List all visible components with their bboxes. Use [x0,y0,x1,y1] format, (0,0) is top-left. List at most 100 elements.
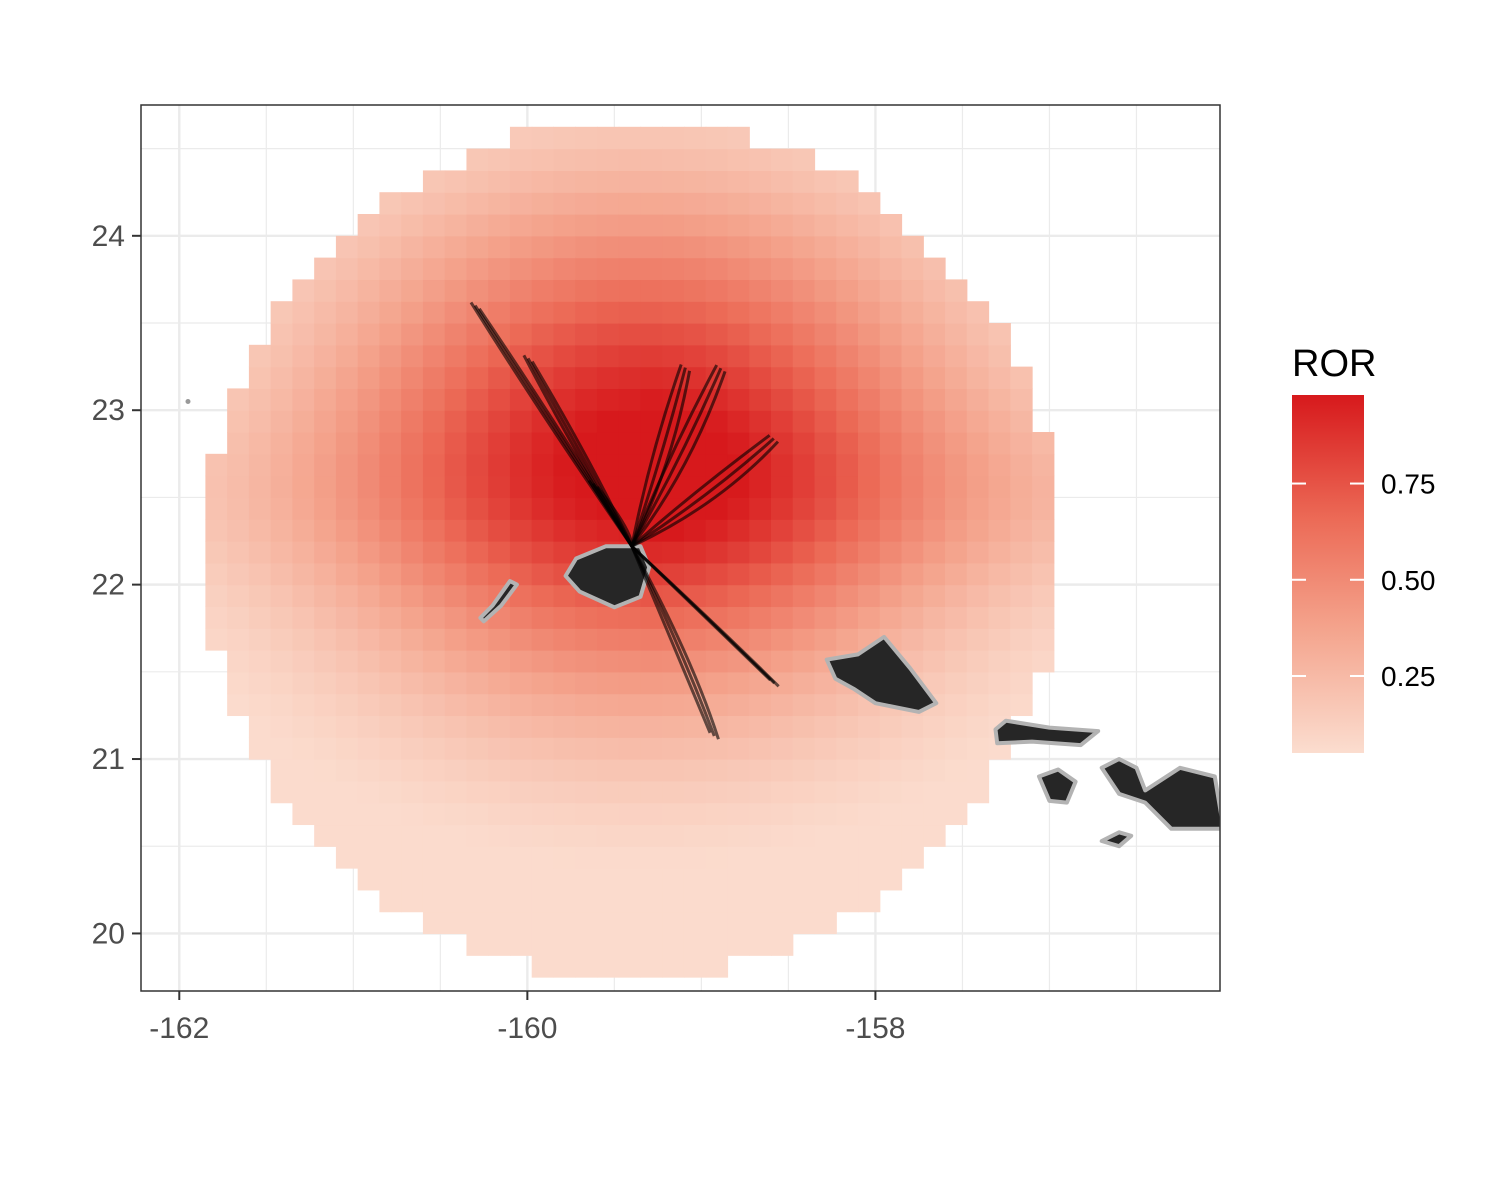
raster-cell [379,802,402,826]
raster-cell [749,344,772,368]
raster-cell [792,628,816,651]
raster-cell [683,279,707,302]
raster-cell [227,584,250,608]
raster-cell [357,475,381,499]
raster-cell [596,148,620,172]
raster-cell [727,519,750,542]
raster-cell [749,846,772,869]
raster-cell [836,715,859,738]
raster-cell [792,759,816,782]
raster-cell [792,737,816,760]
raster-cell [401,650,424,673]
raster-cell [270,780,294,804]
raster-cell [727,693,750,717]
raster-cell [640,235,663,259]
raster-cell [945,671,968,695]
raster-cell [749,889,772,913]
raster-cell [488,148,511,172]
raster-cell [553,911,576,935]
raster-cell [227,606,250,629]
raster-cell [640,170,663,193]
raster-cell [858,192,881,215]
raster-cell [401,344,424,368]
raster-cell [858,432,881,455]
raster-cell [401,475,424,499]
raster-cell [945,780,968,804]
raster-cell [901,301,924,324]
raster-cell [814,453,837,477]
raster-cell [401,541,424,564]
raster-cell [292,410,315,433]
raster-cell [314,541,337,564]
raster-cell [379,279,402,302]
raster-cell [292,344,315,368]
raster-cell [401,410,424,433]
raster-cell [1010,366,1033,390]
raster-cell [488,650,511,673]
raster-cell [575,366,598,390]
raster-cell [466,192,489,215]
raster-cell [901,562,924,586]
raster-cell [923,606,946,629]
raster-cell [770,453,794,477]
raster-cell [531,933,555,956]
raster-cell [749,541,772,564]
raster-cell [422,846,446,869]
x-tick-label: -160 [497,1012,557,1045]
raster-cell [770,759,794,782]
raster-cell [575,802,598,826]
raster-cell [662,824,685,847]
raster-cell [727,868,750,891]
raster-cell [335,737,359,760]
raster-cell [901,780,924,804]
raster-cell [814,388,837,411]
raster-cell [923,388,946,411]
raster-cell [335,606,359,629]
raster-cell [270,410,294,433]
raster-cell [1032,562,1055,586]
raster-cell [662,671,685,695]
raster-cell [814,519,837,542]
raster-cell [662,323,685,346]
raster-cell [727,562,750,586]
raster-cell [814,497,837,520]
raster-cell [488,366,511,390]
raster-cell [988,344,1011,368]
raster-cell [422,541,446,564]
raster-cell [618,214,642,237]
raster-cell [814,301,837,324]
raster-cell [858,497,881,520]
raster-cell [879,453,903,477]
raster-cell [553,170,576,193]
raster-cell [662,519,685,542]
legend: ROR 0.75 0.50 0.25 [1292,343,1436,753]
raster-cell [945,323,968,346]
raster-cell [705,257,729,281]
raster-cell [553,214,576,237]
raster-cell [727,235,750,259]
raster-cell [357,541,381,564]
raster-cell [705,148,729,172]
raster-cell [923,410,946,433]
raster-cell [488,541,511,564]
raster-cell [901,584,924,608]
raster-cell [683,126,707,150]
raster-cell [205,562,228,586]
raster-cell [814,475,837,499]
plot-panel-border [140,104,1221,992]
raster-cell [662,170,685,193]
raster-cell [292,759,315,782]
raster-cell [770,475,794,499]
raster-cell [1010,410,1033,433]
island-maui [1099,757,1220,831]
raster-cell [444,344,468,368]
raster-cell [705,737,729,760]
raster-cell [749,584,772,608]
raster-cell [314,780,337,804]
raster-cell [705,497,729,520]
x-axis: -162 -160 -158 [149,991,905,1045]
raster-cell [466,715,489,738]
raster-cell [422,802,446,826]
raster-cell [988,497,1011,520]
raster-cell [379,453,402,477]
